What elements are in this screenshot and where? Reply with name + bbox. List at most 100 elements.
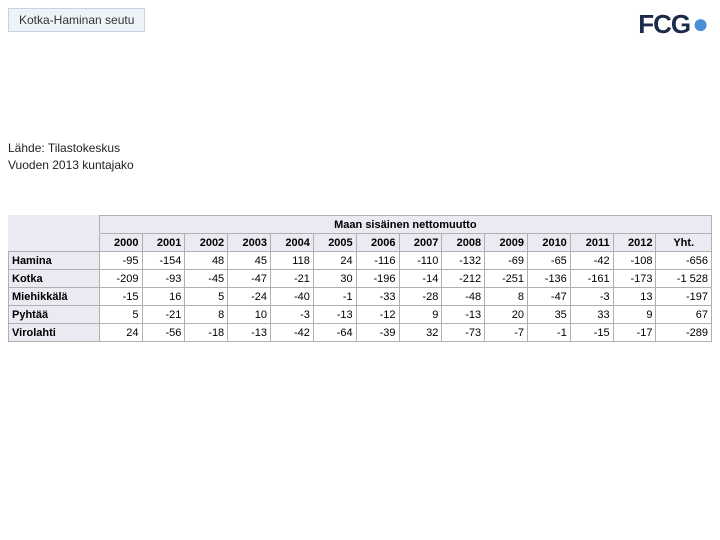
cell-value: -108 <box>613 252 656 270</box>
cell-value: 35 <box>527 306 570 324</box>
cell-value: -42 <box>271 324 314 342</box>
cell-value: -15 <box>99 288 142 306</box>
table-corner2 <box>9 234 100 252</box>
year-header: 2006 <box>356 234 399 252</box>
cell-value: 32 <box>399 324 442 342</box>
cell-value: -209 <box>99 270 142 288</box>
cell-value: 9 <box>399 306 442 324</box>
source-line2: Vuoden 2013 kuntajako <box>8 157 134 174</box>
cell-value: 24 <box>99 324 142 342</box>
row-label: Miehikkälä <box>9 288 100 306</box>
cell-value: -69 <box>485 252 528 270</box>
cell-value: -132 <box>442 252 485 270</box>
cell-value: -47 <box>527 288 570 306</box>
cell-value: 24 <box>313 252 356 270</box>
table-supertitle: Maan sisäinen nettomuutto <box>99 216 711 234</box>
cell-value: 13 <box>613 288 656 306</box>
cell-value: -73 <box>442 324 485 342</box>
cell-value: 33 <box>570 306 613 324</box>
row-total: -289 <box>656 324 712 342</box>
year-header: 2005 <box>313 234 356 252</box>
row-total: -656 <box>656 252 712 270</box>
table-head: Maan sisäinen nettomuutto200020012002200… <box>9 216 712 252</box>
year-header: 2001 <box>142 234 185 252</box>
cell-value: -28 <box>399 288 442 306</box>
source-line1: Lähde: Tilastokeskus <box>8 140 134 157</box>
row-total: -197 <box>656 288 712 306</box>
row-label: Virolahti <box>9 324 100 342</box>
year-header: 2011 <box>570 234 613 252</box>
logo-dot-icon: ● <box>692 8 708 39</box>
cell-value: -136 <box>527 270 570 288</box>
row-label: Pyhtää <box>9 306 100 324</box>
cell-value: -116 <box>356 252 399 270</box>
cell-value: -45 <box>185 270 228 288</box>
cell-value: 45 <box>228 252 271 270</box>
year-header: 2010 <box>527 234 570 252</box>
year-header: 2009 <box>485 234 528 252</box>
cell-value: -13 <box>442 306 485 324</box>
table-body: Hamina-95-154484511824-116-110-132-69-65… <box>9 252 712 342</box>
cell-value: -18 <box>185 324 228 342</box>
table-row: Kotka-209-93-45-47-2130-196-14-212-251-1… <box>9 270 712 288</box>
cell-value: -33 <box>356 288 399 306</box>
cell-value: -21 <box>142 306 185 324</box>
table-row: Pyhtää5-21810-3-13-129-13203533967 <box>9 306 712 324</box>
cell-value: -95 <box>99 252 142 270</box>
cell-value: -64 <box>313 324 356 342</box>
cell-value: 16 <box>142 288 185 306</box>
year-header: 2002 <box>185 234 228 252</box>
cell-value: -65 <box>527 252 570 270</box>
cell-value: -13 <box>313 306 356 324</box>
cell-value: -14 <box>399 270 442 288</box>
region-header: Kotka-Haminan seutu <box>8 8 145 32</box>
table-corner <box>9 216 100 234</box>
cell-value: -15 <box>570 324 613 342</box>
cell-value: 20 <box>485 306 528 324</box>
row-total: 67 <box>656 306 712 324</box>
cell-value: -56 <box>142 324 185 342</box>
table-row: Miehikkälä-15165-24-40-1-33-28-488-47-31… <box>9 288 712 306</box>
table-row: Hamina-95-154484511824-116-110-132-69-65… <box>9 252 712 270</box>
migration-table-wrap: Maan sisäinen nettomuutto200020012002200… <box>8 215 712 342</box>
cell-value: 30 <box>313 270 356 288</box>
cell-value: -3 <box>271 306 314 324</box>
migration-table: Maan sisäinen nettomuutto200020012002200… <box>8 215 712 342</box>
cell-value: -161 <box>570 270 613 288</box>
table-row: Virolahti24-56-18-13-42-64-3932-73-7-1-1… <box>9 324 712 342</box>
cell-value: 5 <box>185 288 228 306</box>
year-header: 2003 <box>228 234 271 252</box>
cell-value: 8 <box>485 288 528 306</box>
cell-value: -1 <box>527 324 570 342</box>
year-header: 2004 <box>271 234 314 252</box>
cell-value: -173 <box>613 270 656 288</box>
year-header: 2008 <box>442 234 485 252</box>
cell-value: -1 <box>313 288 356 306</box>
row-label: Kotka <box>9 270 100 288</box>
cell-value: 10 <box>228 306 271 324</box>
cell-value: 48 <box>185 252 228 270</box>
cell-value: -110 <box>399 252 442 270</box>
cell-value: -212 <box>442 270 485 288</box>
cell-value: -17 <box>613 324 656 342</box>
cell-value: 118 <box>271 252 314 270</box>
logo-text: FCG <box>638 9 690 39</box>
year-header: 2007 <box>399 234 442 252</box>
cell-value: -47 <box>228 270 271 288</box>
total-header: Yht. <box>656 234 712 252</box>
year-header: 2000 <box>99 234 142 252</box>
year-header: 2012 <box>613 234 656 252</box>
cell-value: 5 <box>99 306 142 324</box>
cell-value: -93 <box>142 270 185 288</box>
row-total: -1 528 <box>656 270 712 288</box>
cell-value: -196 <box>356 270 399 288</box>
cell-value: -40 <box>271 288 314 306</box>
cell-value: -12 <box>356 306 399 324</box>
cell-value: -154 <box>142 252 185 270</box>
cell-value: -24 <box>228 288 271 306</box>
cell-value: 9 <box>613 306 656 324</box>
cell-value: -42 <box>570 252 613 270</box>
cell-value: -251 <box>485 270 528 288</box>
cell-value: -7 <box>485 324 528 342</box>
cell-value: -13 <box>228 324 271 342</box>
